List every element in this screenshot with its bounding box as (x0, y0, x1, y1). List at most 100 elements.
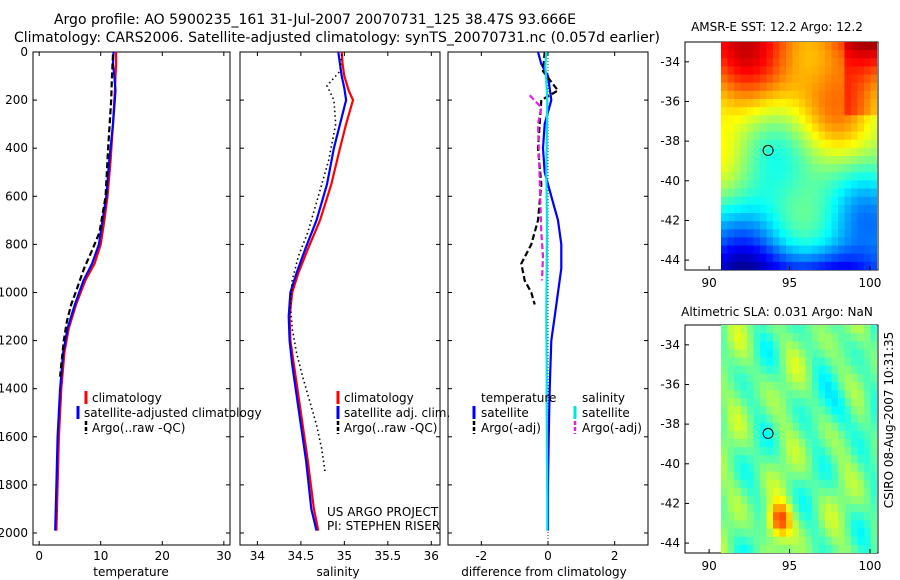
map-cell (812, 237, 820, 247)
map-cell (818, 455, 826, 465)
map-cell (799, 349, 807, 359)
map-cell (721, 90, 729, 100)
map-cell (779, 188, 787, 198)
map-cell (838, 487, 846, 497)
map-cell (721, 430, 729, 440)
map-cell (857, 261, 865, 270)
map-cell (786, 341, 794, 351)
map-cell (753, 180, 761, 190)
map-cell (753, 439, 761, 448)
map-cell (773, 333, 781, 342)
map-cell (766, 237, 774, 247)
legend-temp-argo-label: Argo(-adj) (481, 421, 541, 435)
series-line (287, 52, 348, 531)
map-cell (773, 99, 781, 108)
map-cell (799, 123, 807, 133)
map-cell (799, 58, 807, 68)
map-cell (844, 406, 852, 416)
map-cell (851, 487, 859, 497)
map-cell (721, 58, 729, 68)
map-cell (831, 455, 839, 465)
map-cell (864, 204, 872, 214)
map-cell (766, 90, 774, 100)
map-cell (870, 253, 877, 263)
map-cell (753, 253, 761, 263)
map-cell (864, 487, 872, 497)
map-cell (786, 333, 794, 342)
map-cell (851, 213, 859, 222)
map-cell (721, 74, 729, 84)
map-cell (838, 357, 846, 367)
map-cell (838, 373, 846, 383)
map-cell (805, 349, 813, 359)
map-cell (740, 398, 748, 408)
map-cell (721, 82, 729, 92)
map-cell (857, 156, 865, 165)
map-cell (721, 115, 729, 125)
map-cell (844, 455, 852, 465)
map-cell (864, 50, 872, 59)
map-cell (740, 172, 748, 182)
map-cell (812, 422, 820, 432)
map-cell (773, 544, 781, 553)
map-cell (779, 390, 787, 399)
map-cell (831, 66, 839, 76)
map-cell (773, 471, 781, 481)
map-cell (844, 414, 852, 424)
map-cell (805, 58, 813, 68)
map-cell (747, 156, 755, 165)
map-cell (792, 430, 800, 440)
map-cell (831, 261, 839, 270)
map-cell (825, 414, 833, 424)
map-cell (805, 172, 813, 182)
map-cell (844, 544, 852, 553)
map-cell (805, 237, 813, 247)
map-cell (805, 42, 813, 51)
map-cell (779, 455, 787, 465)
map-cell (857, 341, 865, 351)
map-cell (818, 229, 826, 239)
map-cell (838, 496, 846, 505)
map-cell (747, 463, 755, 473)
map-cell (812, 245, 820, 255)
map-cell (864, 172, 872, 182)
map-cell (844, 99, 852, 108)
map-cell (760, 188, 768, 198)
map-cell (799, 365, 807, 375)
map-cell (812, 123, 820, 133)
map-cell (740, 115, 748, 125)
map-cell (779, 156, 787, 165)
map-cell (727, 487, 735, 497)
map-cell (857, 536, 865, 546)
map-cell (747, 439, 755, 448)
map-cell (773, 325, 781, 334)
map-cell (773, 213, 781, 222)
map-cell (740, 455, 748, 465)
map-cell (799, 253, 807, 263)
map-cell (792, 253, 800, 263)
map-cell (805, 325, 813, 334)
map-cell (727, 349, 735, 359)
map-cell (753, 82, 761, 92)
map-cell (838, 479, 846, 489)
map-cell (760, 115, 768, 125)
map-cell (799, 471, 807, 481)
map-cell (792, 139, 800, 149)
map-cell (805, 398, 813, 408)
map-cell (805, 50, 813, 59)
map-cell (825, 196, 833, 206)
map-cell (727, 82, 735, 92)
map-cell (747, 390, 755, 399)
map-cell (831, 74, 839, 84)
map-cell (727, 390, 735, 399)
map-cell (818, 66, 826, 76)
map-cell (753, 213, 761, 222)
salinity-axes-box (239, 51, 441, 546)
map-cell (857, 196, 865, 206)
map-cell (760, 325, 768, 334)
y-tick-label: 800 (5, 237, 28, 251)
map-cell (838, 156, 846, 165)
map-cell (779, 50, 787, 59)
map-cell (851, 74, 859, 84)
map-cell (844, 180, 852, 190)
